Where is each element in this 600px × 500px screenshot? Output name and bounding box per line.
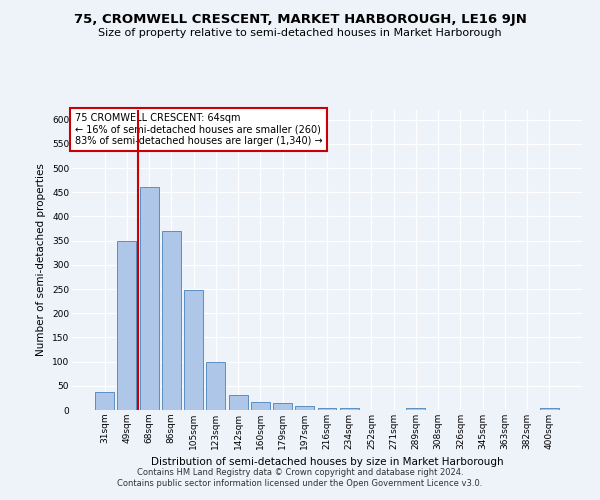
Bar: [162, 231, 181, 410]
Bar: [229, 396, 248, 410]
Bar: [95, 392, 114, 410]
Bar: [295, 406, 314, 410]
Bar: [140, 188, 158, 410]
Text: Size of property relative to semi-detached houses in Market Harborough: Size of property relative to semi-detach…: [98, 28, 502, 38]
Bar: [206, 362, 225, 410]
Bar: [273, 403, 292, 410]
Bar: [340, 408, 359, 410]
Y-axis label: Number of semi-detached properties: Number of semi-detached properties: [37, 164, 46, 356]
Bar: [540, 408, 559, 410]
Text: 75 CROMWELL CRESCENT: 64sqm
← 16% of semi-detached houses are smaller (260)
83% : 75 CROMWELL CRESCENT: 64sqm ← 16% of sem…: [74, 113, 322, 146]
Bar: [406, 408, 425, 410]
Bar: [184, 290, 203, 410]
Bar: [317, 408, 337, 410]
Bar: [118, 240, 136, 410]
X-axis label: Distribution of semi-detached houses by size in Market Harborough: Distribution of semi-detached houses by …: [151, 458, 503, 468]
Bar: [251, 402, 270, 410]
Text: Contains HM Land Registry data © Crown copyright and database right 2024.
Contai: Contains HM Land Registry data © Crown c…: [118, 468, 482, 487]
Text: 75, CROMWELL CRESCENT, MARKET HARBOROUGH, LE16 9JN: 75, CROMWELL CRESCENT, MARKET HARBOROUGH…: [74, 12, 526, 26]
